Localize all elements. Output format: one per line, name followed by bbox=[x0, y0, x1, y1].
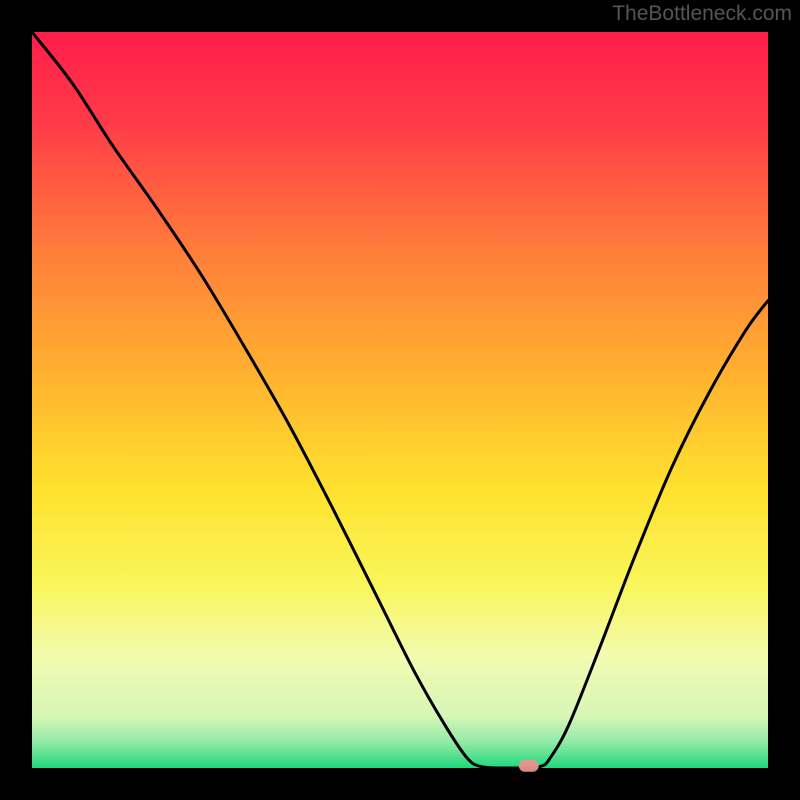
chart-canvas bbox=[0, 0, 800, 800]
result-marker bbox=[519, 760, 539, 772]
watermark-label: TheBottleneck.com bbox=[612, 2, 792, 26]
chart-background bbox=[32, 32, 768, 768]
bottleneck-chart: TheBottleneck.com bbox=[0, 0, 800, 800]
